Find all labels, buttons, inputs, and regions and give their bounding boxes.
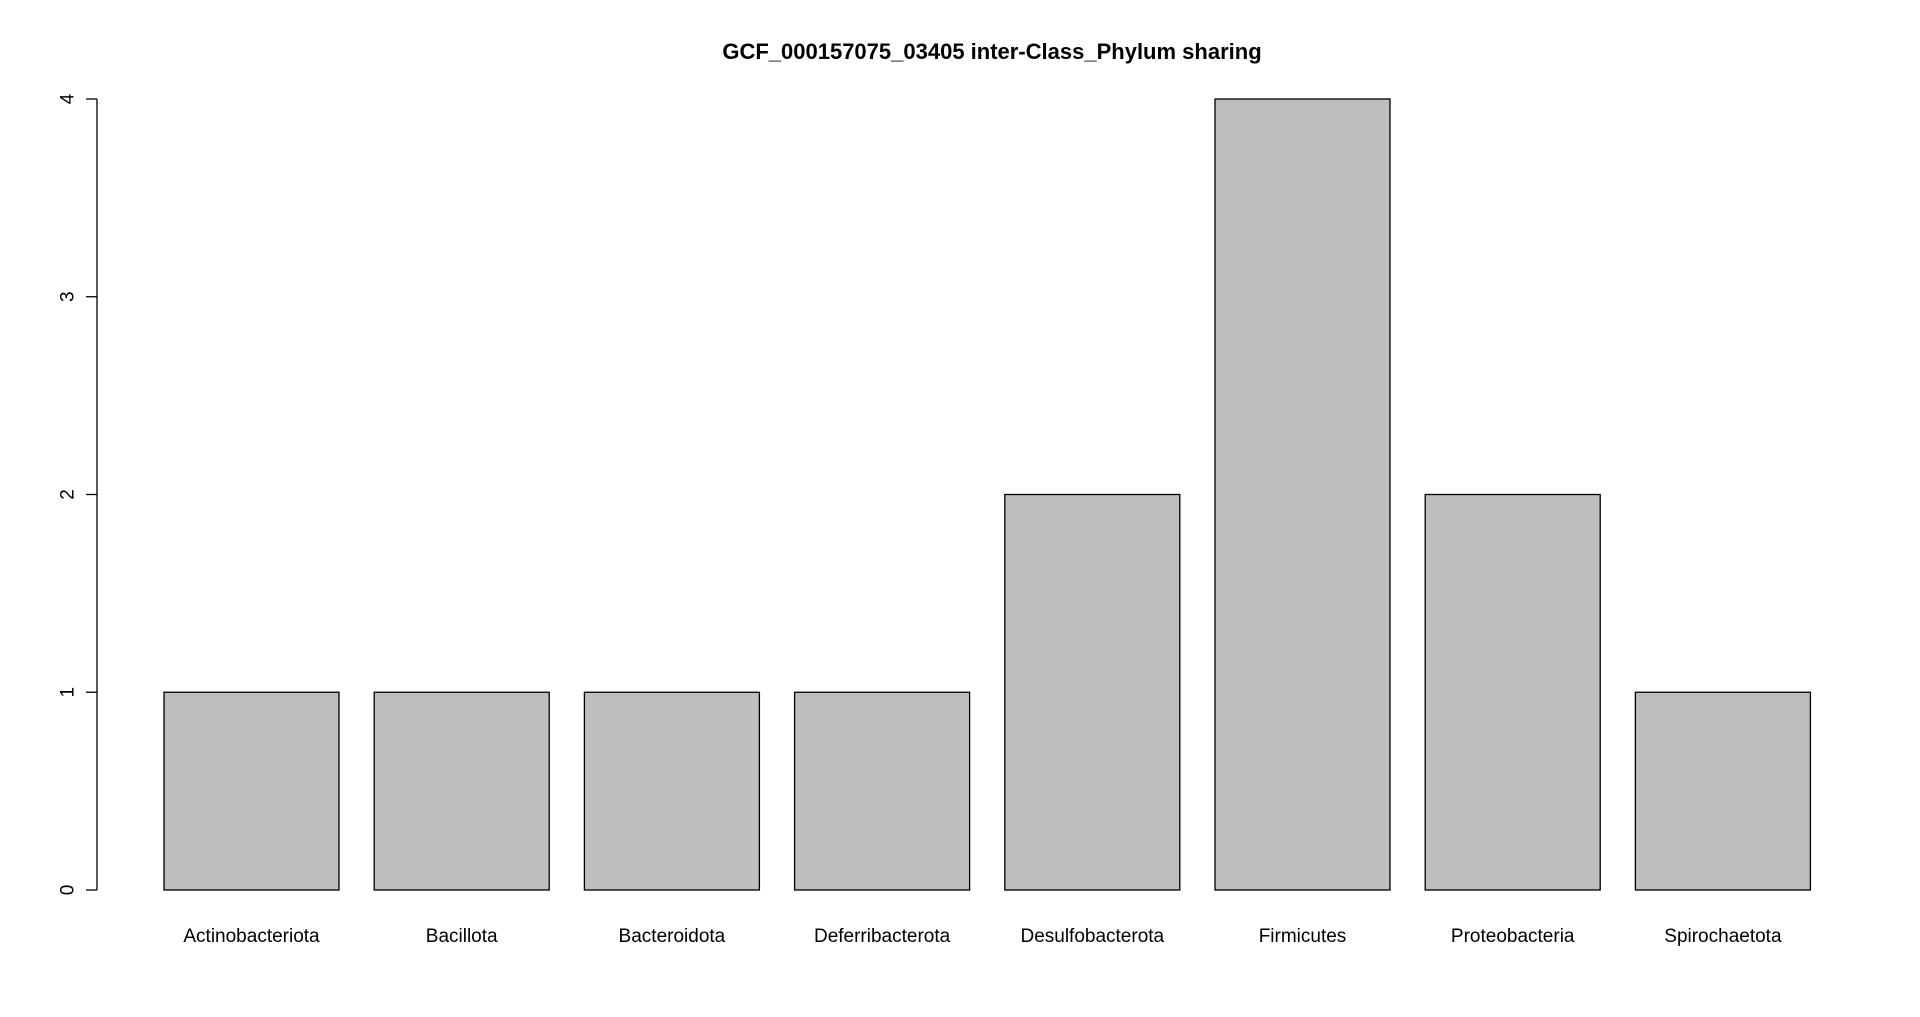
- x-labels-group: Actinobacteriota Bacillota Bacteroidota Def…: [183, 926, 1782, 947]
- bar-desulfobacterota: [1004, 493, 1181, 891]
- x-tick-label-proteobacteria: Proteobacteria: [1451, 926, 1575, 947]
- bar-firmicutes: [1214, 98, 1391, 891]
- x-tick-label-bacillota: Bacillota: [426, 926, 498, 947]
- bar-spirochaetota: [1634, 691, 1812, 891]
- x-tick-label-spirochaetota: Spirochaetota: [1664, 926, 1782, 947]
- x-tick-label-deferribacterota: Deferribacterota: [814, 926, 951, 947]
- bar-proteobacteria: [1424, 493, 1601, 891]
- y-tick-label-1: 1: [58, 687, 79, 698]
- y-tick-label-2: 2: [58, 489, 79, 500]
- x-tick-label-bacteroidota: Bacteroidota: [619, 926, 726, 947]
- bar-bacillota: [373, 691, 550, 891]
- y-axis: 0 1 2 3 4: [58, 93, 98, 895]
- x-tick-label-actinobacteriota: Actinobacteriota: [183, 926, 320, 947]
- x-tick-label-desulfobacterota: Desulfobacterota: [1020, 926, 1164, 947]
- bar-actinobacteriota: [163, 691, 340, 891]
- x-tick-label-firmicutes: Firmicutes: [1259, 926, 1347, 947]
- bars-group: [163, 98, 1812, 891]
- y-tick-label-4: 4: [58, 93, 79, 104]
- bar-deferribacterota: [793, 691, 971, 891]
- bar-bacteroidota: [583, 691, 761, 891]
- chart-title: GCF_000157075_03405 inter-Class_Phylum s…: [722, 39, 1261, 64]
- y-tick-label-0: 0: [58, 885, 79, 896]
- y-tick-label-3: 3: [58, 291, 79, 302]
